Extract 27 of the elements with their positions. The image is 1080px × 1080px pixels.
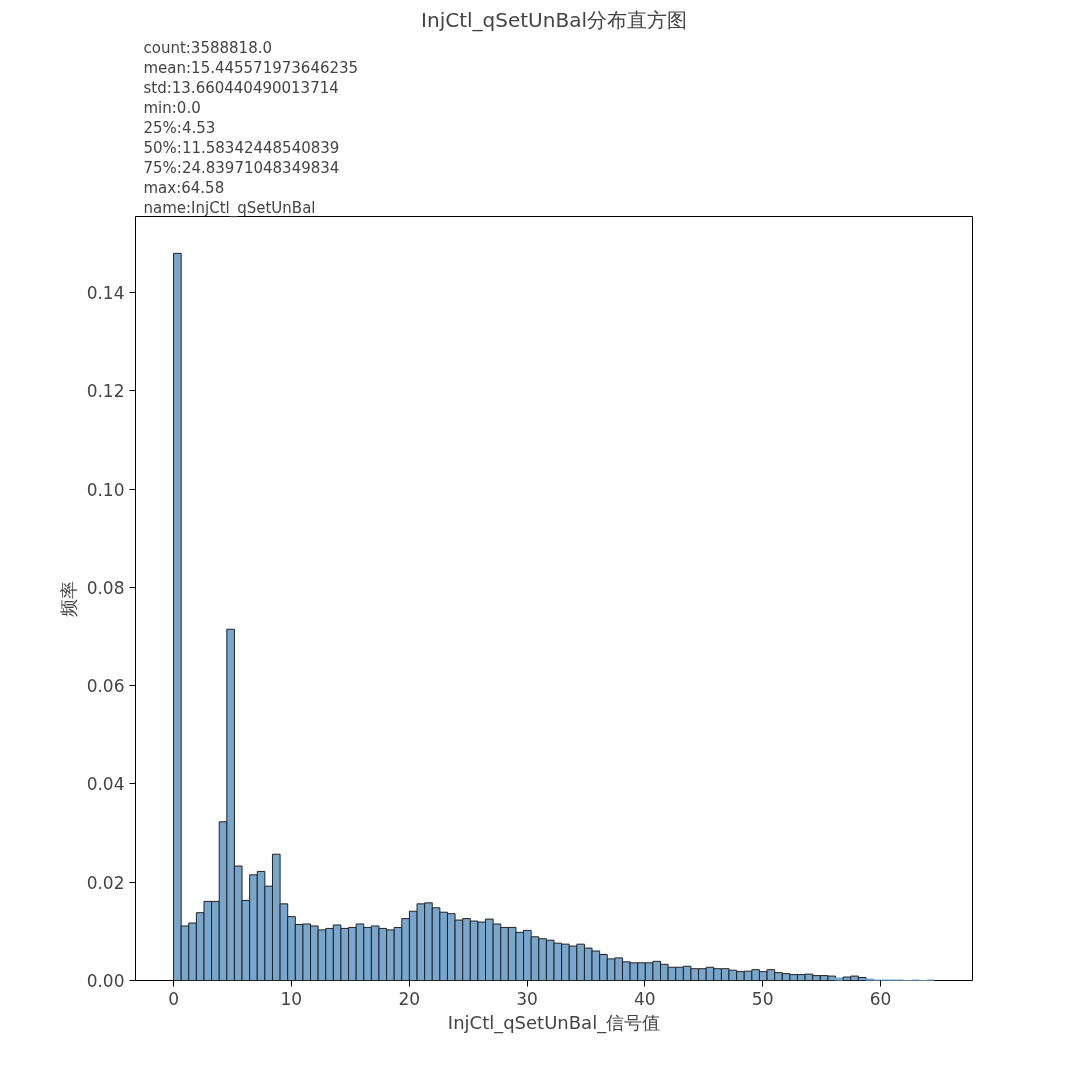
text: 50%:11.58342448540839 [143, 138, 340, 157]
x-tick-label: 10 [280, 988, 303, 1009]
text: 75%:24.83971048349834 [143, 158, 340, 177]
y-tick-label: 0.12 [86, 381, 125, 402]
y-tick-label: 0.06 [86, 676, 125, 697]
y-axis-title: 频率 [57, 580, 79, 617]
annotation: name:InjCtl_qSetUnBal [143, 198, 316, 218]
x-tick-label: 50 [751, 988, 774, 1009]
y-tick-label: 0.02 [86, 872, 125, 893]
y-tick-label: 0.10 [86, 479, 125, 500]
y-tick-label: 0.14 [86, 283, 125, 304]
text: mean:15.445571973646235 [143, 58, 359, 77]
y-tick-label: 0.00 [86, 971, 125, 991]
x-tick-label: 40 [634, 988, 656, 1009]
x-axis-title: InjCtl_qSetUnBal_信号值 [447, 1011, 661, 1034]
y-tick-label: 0.08 [86, 577, 125, 598]
text: std:13.660440490013714 [143, 78, 339, 97]
text: min:0.0 [143, 98, 201, 117]
x-tick-label: 30 [516, 988, 538, 1009]
text: 25%:4.53 [143, 118, 216, 137]
x-tick-label: 0 [168, 988, 179, 1009]
x-tick-label: 20 [398, 988, 421, 1009]
chart-title: InjCtl_qSetUnBal分布直方图 [421, 7, 687, 32]
text: count:3588818.0 [143, 38, 272, 57]
text: max:64.58 [143, 178, 225, 197]
x-tick-label: 60 [869, 988, 892, 1009]
y-tick-label: 0.04 [86, 774, 125, 795]
